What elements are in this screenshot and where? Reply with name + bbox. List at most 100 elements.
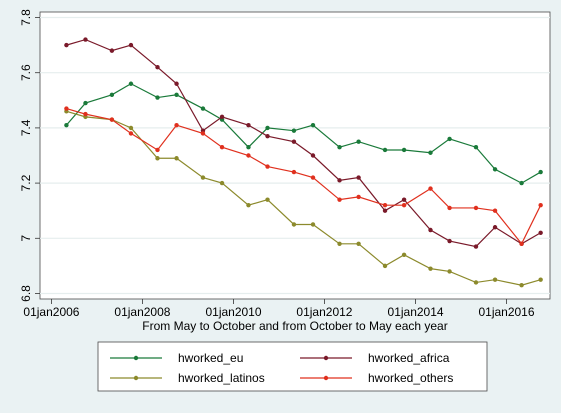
data-point-hworked_others	[519, 242, 523, 246]
data-point-hworked_eu	[155, 95, 159, 99]
data-point-hworked_others	[155, 148, 159, 152]
data-point-hworked_others	[64, 106, 68, 110]
data-point-hworked_others	[428, 186, 432, 190]
data-point-hworked_africa	[383, 208, 387, 212]
legend-marker-hworked_others	[324, 376, 328, 380]
data-point-hworked_eu	[246, 145, 250, 149]
data-point-hworked_eu	[201, 106, 205, 110]
data-point-hworked_latinos	[246, 203, 250, 207]
data-point-hworked_latinos	[220, 181, 224, 185]
data-point-hworked_latinos	[155, 156, 159, 160]
data-point-hworked_latinos	[311, 222, 315, 226]
data-point-hworked_africa	[337, 178, 341, 182]
data-point-hworked_eu	[311, 123, 315, 127]
data-point-hworked_africa	[474, 244, 478, 248]
data-point-hworked_others	[402, 203, 406, 207]
x-tick-label: 01jan2014	[388, 305, 444, 319]
data-point-hworked_eu	[474, 145, 478, 149]
data-point-hworked_latinos	[519, 283, 523, 287]
data-point-hworked_africa	[265, 134, 269, 138]
y-tick-label: 7.6	[19, 64, 33, 81]
x-axis-label: From May to October and from October to …	[142, 319, 447, 333]
legend-label-hworked_latinos: hworked_latinos	[178, 371, 265, 385]
data-point-hworked_latinos	[428, 266, 432, 270]
data-point-hworked_others	[201, 131, 205, 135]
legend-label-hworked_eu: hworked_eu	[178, 351, 243, 365]
data-point-hworked_africa	[155, 65, 159, 69]
x-tick-label: 01jan2010	[205, 305, 261, 319]
data-point-hworked_eu	[83, 101, 87, 105]
legend-label-hworked_africa: hworked_africa	[368, 351, 450, 365]
y-tick-label: 7.4	[19, 119, 33, 136]
data-point-hworked_eu	[292, 128, 296, 132]
data-point-hworked_africa	[110, 48, 114, 52]
data-point-hworked_latinos	[337, 242, 341, 246]
x-tick-label: 01jan2012	[296, 305, 352, 319]
data-point-hworked_latinos	[447, 269, 451, 273]
data-point-hworked_latinos	[201, 175, 205, 179]
data-point-hworked_eu	[356, 140, 360, 144]
data-point-hworked_africa	[356, 175, 360, 179]
data-point-hworked_africa	[129, 43, 133, 47]
plot-background	[40, 12, 550, 299]
data-point-hworked_others	[493, 208, 497, 212]
data-point-hworked_africa	[246, 123, 250, 127]
data-point-hworked_africa	[311, 153, 315, 157]
data-point-hworked_africa	[220, 115, 224, 119]
data-point-hworked_latinos	[383, 264, 387, 268]
legend: hworked_eu hworked_africa hworked_latinos h…	[98, 342, 487, 391]
data-point-hworked_eu	[519, 181, 523, 185]
data-point-hworked_africa	[493, 225, 497, 229]
data-point-hworked_eu	[110, 93, 114, 97]
data-point-hworked_latinos	[356, 242, 360, 246]
data-point-hworked_others	[83, 112, 87, 116]
data-point-hworked_africa	[538, 231, 542, 235]
data-point-hworked_eu	[174, 93, 178, 97]
data-point-hworked_eu	[383, 148, 387, 152]
data-point-hworked_others	[311, 175, 315, 179]
data-point-hworked_eu	[538, 170, 542, 174]
data-point-hworked_eu	[337, 145, 341, 149]
y-tick-label: 6.8	[19, 285, 33, 302]
data-point-hworked_others	[129, 131, 133, 135]
legend-marker-hworked_latinos	[134, 376, 138, 380]
data-point-hworked_others	[246, 153, 250, 157]
data-point-hworked_africa	[64, 43, 68, 47]
data-point-hworked_eu	[402, 148, 406, 152]
data-point-hworked_latinos	[174, 156, 178, 160]
y-tick-label: 7.8	[19, 9, 33, 26]
data-point-hworked_africa	[174, 82, 178, 86]
y-tick-label: 7.2	[19, 174, 33, 191]
data-point-hworked_latinos	[129, 126, 133, 130]
data-point-hworked_others	[174, 123, 178, 127]
data-point-hworked_others	[265, 164, 269, 168]
data-point-hworked_others	[110, 117, 114, 121]
data-point-hworked_eu	[265, 126, 269, 130]
x-tick-label: 01jan2016	[478, 305, 534, 319]
legend-marker-hworked_africa	[324, 356, 328, 360]
data-point-hworked_eu	[64, 123, 68, 127]
data-point-hworked_eu	[447, 137, 451, 141]
data-point-hworked_eu	[129, 82, 133, 86]
data-point-hworked_africa	[402, 197, 406, 201]
data-point-hworked_eu	[428, 151, 432, 155]
data-point-hworked_latinos	[292, 222, 296, 226]
data-point-hworked_eu	[493, 167, 497, 171]
x-tick-label: 01jan2008	[114, 305, 170, 319]
legend-marker-hworked_eu	[134, 356, 138, 360]
data-point-hworked_latinos	[265, 197, 269, 201]
data-point-hworked_africa	[292, 140, 296, 144]
data-point-hworked_others	[447, 206, 451, 210]
data-point-hworked_latinos	[538, 277, 542, 281]
data-point-hworked_latinos	[474, 280, 478, 284]
data-point-hworked_others	[383, 203, 387, 207]
y-tick-label: 7	[19, 235, 33, 242]
data-point-hworked_africa	[83, 37, 87, 41]
data-point-hworked_others	[220, 145, 224, 149]
data-point-hworked_others	[337, 197, 341, 201]
legend-label-hworked_others: hworked_others	[368, 371, 453, 385]
x-tick-label: 01jan2006	[23, 305, 79, 319]
data-point-hworked_others	[356, 195, 360, 199]
